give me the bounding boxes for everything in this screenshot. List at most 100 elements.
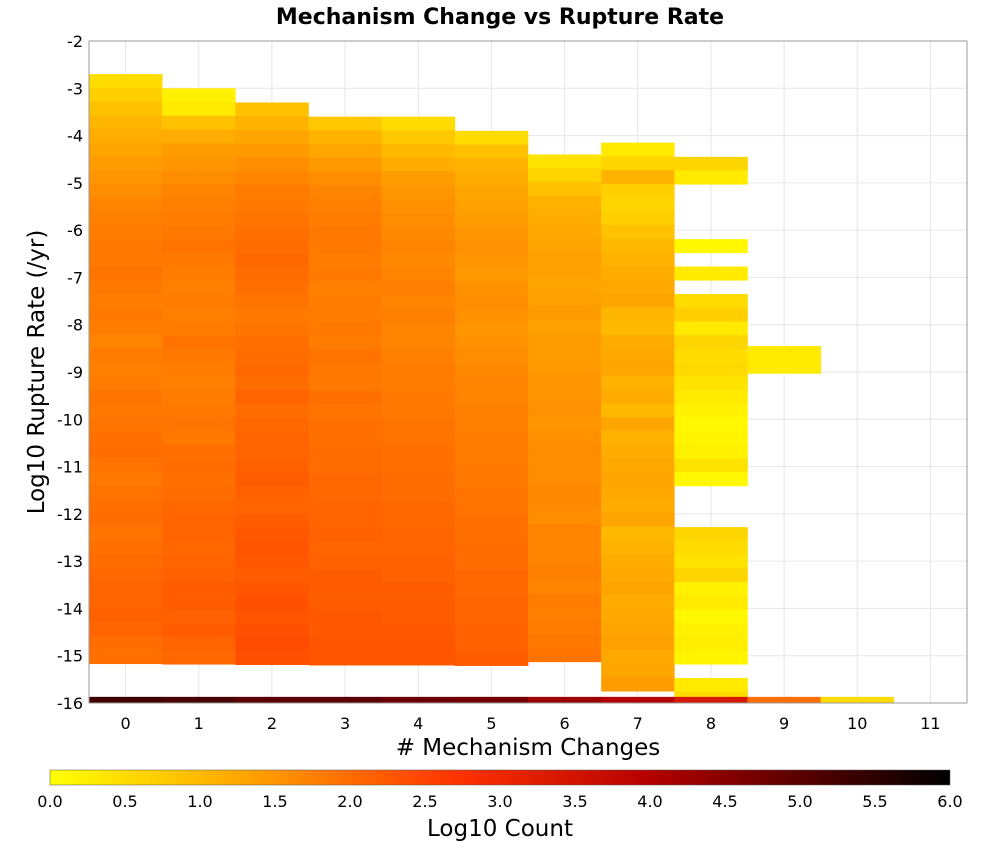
heatmap-cell xyxy=(674,581,748,596)
heatmap-cell xyxy=(454,597,529,612)
heatmap-cell xyxy=(381,336,456,351)
heatmap-cell xyxy=(601,156,675,171)
heatmap-cell xyxy=(454,583,529,598)
heatmap-cell xyxy=(162,499,236,514)
x-tick-label: 9 xyxy=(779,714,789,733)
heatmap-cell xyxy=(528,415,602,430)
heatmap-cell xyxy=(235,431,309,446)
colorbar-tick-label: 2.5 xyxy=(412,792,437,811)
heatmap-cell xyxy=(601,567,675,582)
colorbar-tick-label: 5.0 xyxy=(787,792,812,811)
heatmap-cell xyxy=(308,240,382,255)
heatmap-cell xyxy=(308,651,382,666)
heatmap-cell xyxy=(308,473,382,488)
heatmap-cell xyxy=(162,540,236,555)
y-tick-label: -8 xyxy=(67,316,83,335)
heatmap-cell xyxy=(308,528,382,543)
heatmap-cell xyxy=(308,198,382,213)
heatmap-cell xyxy=(528,552,602,567)
heatmap-cell xyxy=(235,143,309,158)
heatmap-cell xyxy=(89,252,163,267)
heatmap-cell xyxy=(601,677,675,692)
heatmap-cell-bottom xyxy=(674,696,748,703)
heatmap-cell xyxy=(308,404,382,419)
colorbar-tick-label: 4.5 xyxy=(712,792,737,811)
colorbar-tick-label: 5.5 xyxy=(862,792,887,811)
heatmap-cell xyxy=(89,512,163,527)
heatmap-cell xyxy=(308,157,382,172)
heatmap-cell xyxy=(381,473,456,488)
heatmap-cell xyxy=(381,349,456,364)
heatmap-cell xyxy=(162,417,236,432)
heatmap-cell xyxy=(89,320,163,335)
y-tick-label: -5 xyxy=(67,174,83,193)
heatmap-cell xyxy=(601,554,675,569)
heatmap-cell xyxy=(674,527,748,542)
heatmap-cell xyxy=(528,250,602,265)
heatmap-cell xyxy=(162,513,236,528)
heatmap-cell xyxy=(381,432,456,447)
heatmap-cell xyxy=(162,389,236,404)
heatmap-cell xyxy=(454,405,529,420)
heatmap-cell xyxy=(381,596,456,611)
heatmap-cell xyxy=(528,442,602,457)
heatmap-cell xyxy=(89,403,163,418)
heatmap-cell xyxy=(162,143,236,158)
heatmap-cell xyxy=(528,291,602,306)
heatmap-cell xyxy=(381,610,456,625)
heatmap-cell xyxy=(162,101,236,117)
heatmap-cell xyxy=(162,403,236,418)
heatmap-cell xyxy=(162,458,236,473)
heatmap-cell xyxy=(308,500,382,515)
heatmap-cell xyxy=(674,472,748,487)
heatmap-cell xyxy=(235,568,309,583)
heatmap-cell xyxy=(454,363,529,378)
heatmap-cell xyxy=(162,595,236,610)
heatmap-cell xyxy=(235,280,309,295)
heatmap-cell xyxy=(381,144,456,159)
heatmap-cell xyxy=(601,348,675,363)
heatmap-cell-bottom xyxy=(820,696,895,703)
heatmap-cell xyxy=(89,608,163,623)
heatmap-cell xyxy=(308,294,382,309)
heatmap-cell xyxy=(235,253,309,268)
heatmap-cell xyxy=(89,101,163,116)
heatmap-cell xyxy=(674,417,748,432)
heatmap-cell xyxy=(528,223,602,238)
heatmap-cells xyxy=(89,74,895,703)
heatmap-cell xyxy=(235,596,309,611)
heatmap-cell xyxy=(528,305,602,320)
heatmap-cell xyxy=(89,115,163,130)
heatmap-cell xyxy=(528,168,602,183)
y-tick-label: -3 xyxy=(67,79,83,98)
heatmap-cell xyxy=(528,634,602,649)
heatmap-cell xyxy=(674,554,748,569)
heatmap-cell xyxy=(528,565,602,580)
heatmap-cell xyxy=(89,87,163,102)
heatmap-cell xyxy=(381,541,456,556)
heatmap-cell xyxy=(89,389,163,404)
colorbar-tick-label: 6.0 xyxy=(937,792,962,811)
heatmap-cell xyxy=(601,197,675,212)
heatmap-cell xyxy=(454,459,529,474)
heatmap-cell xyxy=(308,637,382,652)
heatmap-cell xyxy=(308,349,382,364)
colorbar-tick-label: 3.5 xyxy=(562,792,587,811)
heatmap-cell xyxy=(162,650,236,665)
heatmap-cell xyxy=(235,376,309,391)
heatmap-cell xyxy=(454,322,529,337)
heatmap-cell xyxy=(308,459,382,474)
heatmap-cell xyxy=(89,142,163,157)
heatmap-cell xyxy=(601,430,675,445)
heatmap-cell xyxy=(454,185,529,200)
heatmap-cell xyxy=(528,538,602,553)
heatmap-cell xyxy=(235,554,309,570)
heatmap-cell xyxy=(601,485,675,500)
heatmap-cell xyxy=(162,623,236,638)
heatmap-cell xyxy=(454,624,529,639)
heatmap-cell xyxy=(528,209,602,224)
heatmap-cell xyxy=(162,170,236,185)
x-tick-label: 4 xyxy=(413,714,423,733)
heatmap-cell xyxy=(235,225,309,240)
